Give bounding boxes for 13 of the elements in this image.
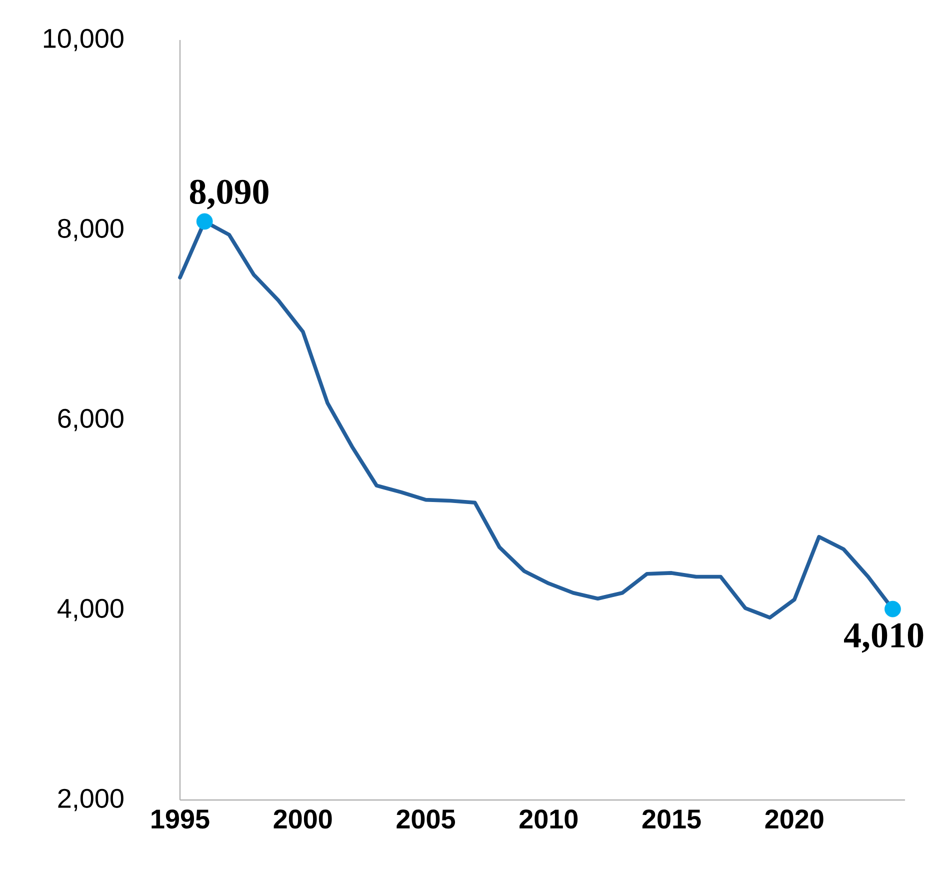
y-tick-label: 6,000	[58, 408, 124, 432]
y-tick-label: 8,000	[58, 218, 124, 242]
data-label: 4,010	[844, 623, 924, 653]
x-tick-label: 2005	[396, 810, 456, 829]
x-tick-label: 2010	[520, 810, 578, 829]
x-tick-label: 1995	[152, 810, 210, 829]
x-tick-label: 2015	[642, 810, 701, 829]
x-tick-label: 2020	[765, 810, 824, 829]
x-tick-label: 2000	[274, 810, 332, 829]
data-label: 8,090	[190, 180, 268, 210]
y-tick-label: 2,000	[58, 788, 124, 812]
y-tick-label: 4,000	[58, 598, 124, 622]
y-tick-label: 10,000	[44, 28, 124, 52]
